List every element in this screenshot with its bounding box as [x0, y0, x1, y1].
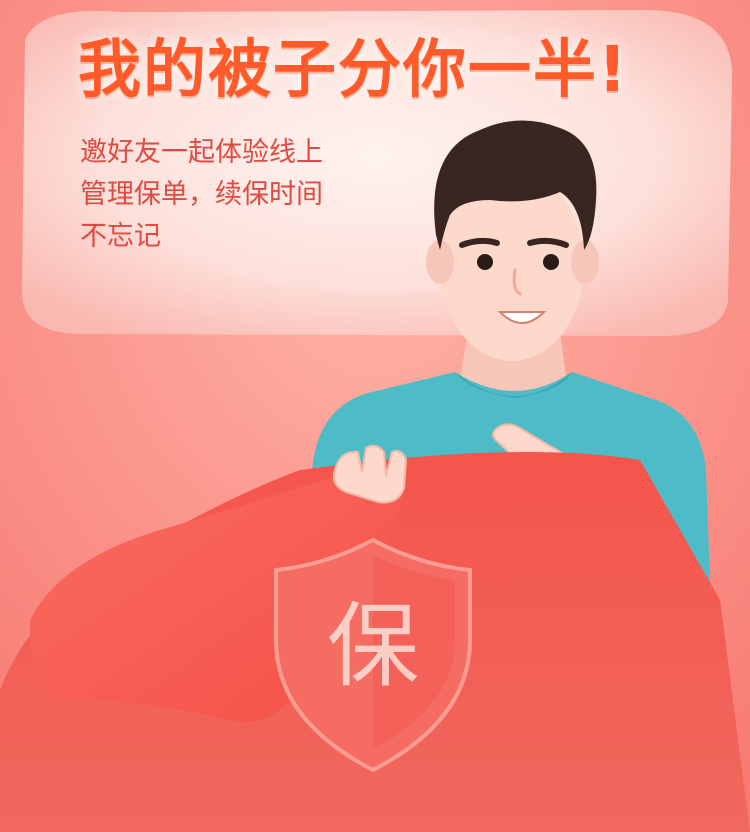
headline: 我的被子分你一半! — [78, 33, 629, 106]
man-hair — [434, 120, 597, 251]
holding-hand — [332, 444, 408, 504]
shield-badge-label: 保 — [326, 593, 419, 700]
subtext-line-3: 不忘记 — [80, 221, 161, 252]
subtext-line-2: 管理保单，续保时间 — [80, 179, 323, 210]
subtext-line-1: 邀好友一起体验线上 — [80, 137, 323, 168]
subtext: 邀好友一起体验线上 管理保单，续保时间 不忘记 — [80, 132, 400, 258]
